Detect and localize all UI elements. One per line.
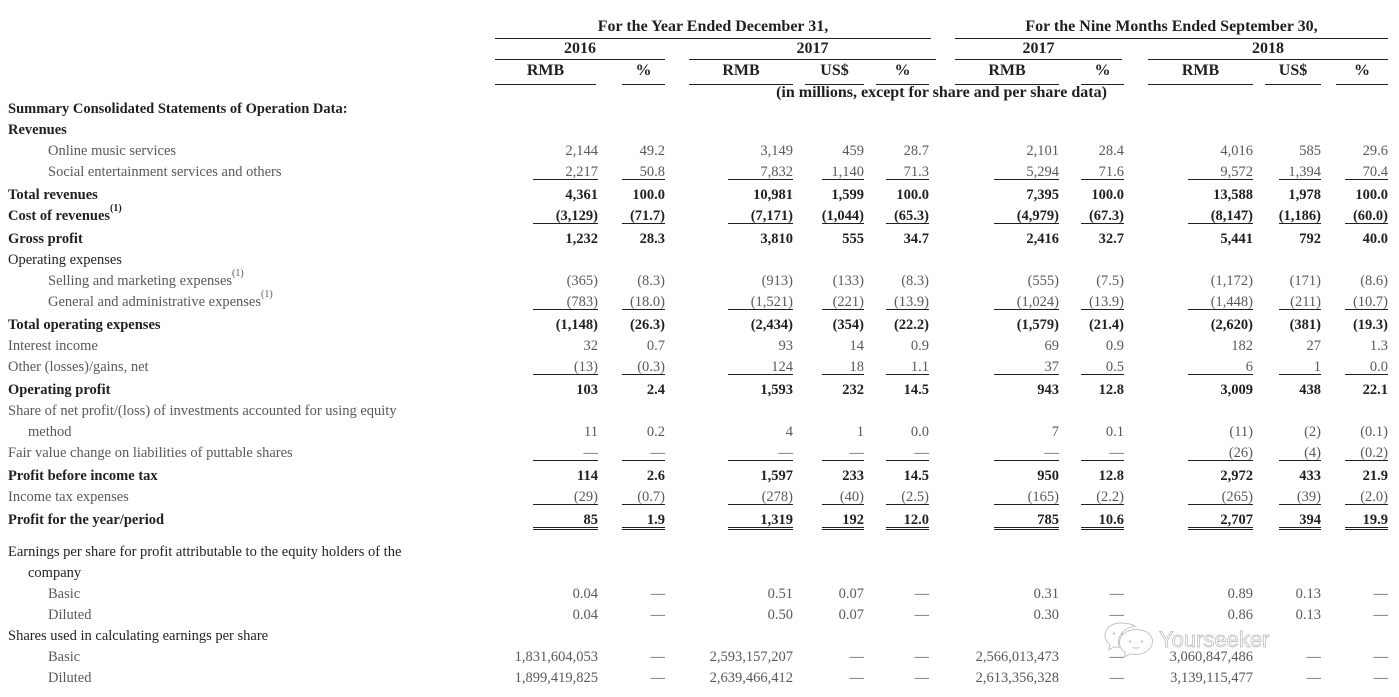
svg-text:Yourseeker: Yourseeker [1159,627,1269,652]
